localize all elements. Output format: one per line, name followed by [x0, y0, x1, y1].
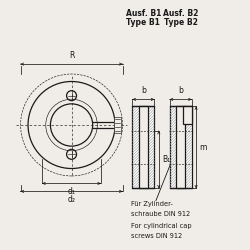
Bar — [176, 106, 185, 188]
Text: R: R — [69, 51, 74, 60]
Text: b: b — [141, 86, 146, 96]
Text: Ausf. B1: Ausf. B1 — [126, 10, 161, 18]
Text: d₂: d₂ — [68, 195, 76, 204]
Bar — [170, 106, 192, 188]
Text: B₂: B₂ — [169, 155, 177, 164]
Text: For cylindrical cap: For cylindrical cap — [131, 223, 192, 229]
Bar — [139, 106, 148, 188]
Bar — [183, 106, 192, 124]
Text: Ausf. B2: Ausf. B2 — [163, 10, 198, 18]
Bar — [132, 106, 154, 188]
Text: screws DIN 912: screws DIN 912 — [131, 233, 182, 239]
Text: B₁: B₁ — [162, 155, 170, 164]
Text: Type B1: Type B1 — [126, 18, 160, 27]
Bar — [114, 118, 121, 132]
Text: d₁: d₁ — [68, 188, 76, 196]
Text: m: m — [200, 143, 207, 152]
Text: b: b — [178, 86, 183, 96]
Text: schraube DIN 912: schraube DIN 912 — [131, 211, 190, 217]
Text: Type B2: Type B2 — [164, 18, 198, 27]
Text: Für Zylinder-: Für Zylinder- — [131, 201, 173, 207]
